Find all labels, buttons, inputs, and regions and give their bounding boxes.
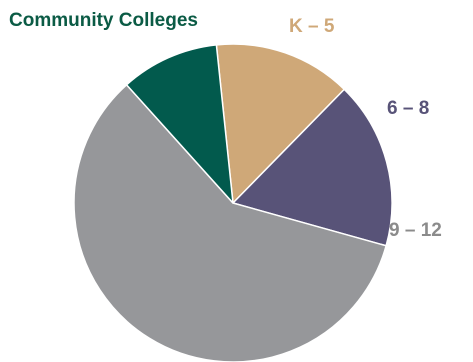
pie-slice-6-8 (232, 88, 393, 247)
label-9-12: 9 – 12 (389, 220, 442, 241)
pie-slice-k-5 (215, 43, 345, 204)
label-6-8: 6 – 8 (387, 98, 430, 119)
pie-slice-community-colleges (125, 44, 234, 204)
pie-slice-9-12 (73, 84, 387, 362)
label-community-colleges: Community Colleges (9, 10, 198, 31)
label-k-5: K – 5 (289, 16, 335, 37)
